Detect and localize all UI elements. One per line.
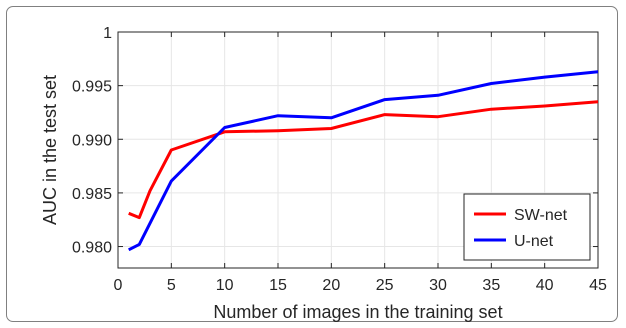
x-tick-label: 5 [167, 277, 176, 294]
y-tick-label: 0.995 [72, 79, 112, 96]
x-axis-ticks: 0 5 10 15 20 25 30 35 40 45 [114, 32, 607, 294]
x-tick-label: 45 [589, 277, 607, 294]
y-axis-label: AUC in the test set [40, 75, 60, 225]
x-tick-label: 0 [114, 277, 123, 294]
x-tick-label: 25 [376, 277, 394, 294]
series-line-u-net [128, 70, 599, 252]
y-tick-label: 0.990 [72, 132, 112, 149]
x-tick-label: 35 [482, 277, 500, 294]
x-tick-label: 10 [216, 277, 234, 294]
series-line-sw-net [128, 100, 599, 220]
x-tick-label: 15 [269, 277, 287, 294]
plot-area [117, 31, 599, 269]
legend-label: SW-net [514, 207, 568, 224]
series-lines [128, 70, 599, 252]
legend: SW-net U-net [463, 193, 591, 261]
x-tick-label: 40 [536, 277, 554, 294]
legend-label: U-net [514, 233, 554, 250]
figure-frame [6, 6, 618, 322]
x-tick-label: 30 [429, 277, 447, 294]
x-tick-label: 20 [322, 277, 340, 294]
x-axis-label: Number of images in the training set [213, 302, 502, 322]
y-tick-label: 0.985 [72, 186, 112, 203]
legend-box [463, 193, 591, 261]
y-tick-label: 0.980 [72, 240, 112, 257]
y-axis-ticks: 0.980 0.985 0.990 0.995 1 [72, 25, 598, 257]
y-tick-label: 1 [103, 25, 112, 42]
